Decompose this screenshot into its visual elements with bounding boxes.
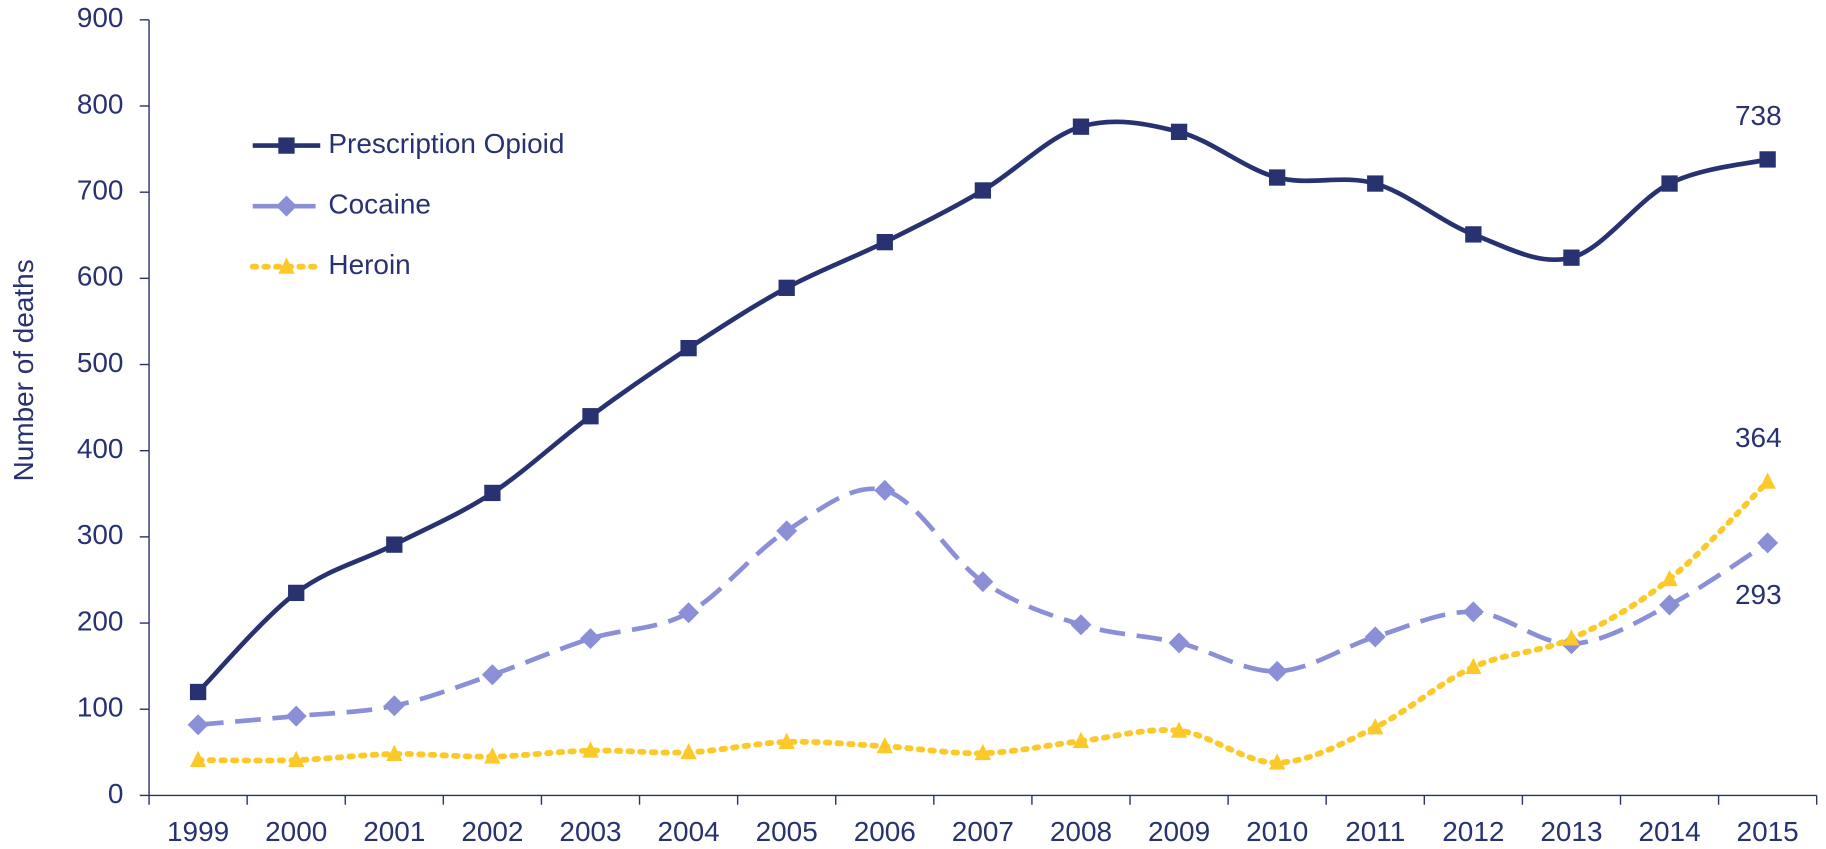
data-label: 738 — [1735, 100, 1782, 131]
marker — [582, 408, 599, 425]
marker — [1070, 614, 1092, 636]
marker — [1563, 249, 1580, 266]
y-tick-label: 600 — [77, 261, 124, 292]
y-tick-label: 700 — [77, 175, 124, 206]
marker — [778, 732, 795, 749]
data-label: 364 — [1735, 422, 1782, 453]
marker — [1661, 569, 1678, 587]
y-tick-label: 800 — [77, 88, 124, 119]
y-tick-label: 300 — [77, 519, 124, 550]
x-tick-label: 1999 — [167, 816, 229, 847]
y-tick-label: 100 — [77, 692, 124, 723]
marker — [1757, 532, 1779, 554]
marker — [187, 714, 209, 736]
marker — [1364, 626, 1386, 648]
x-tick-label: 2015 — [1737, 816, 1799, 847]
legend-label: Cocaine — [328, 189, 431, 220]
marker — [1170, 721, 1188, 738]
marker — [1269, 169, 1286, 186]
marker — [1661, 175, 1678, 192]
x-tick-label: 2008 — [1050, 816, 1112, 847]
x-tick-label: 2013 — [1540, 816, 1602, 847]
marker — [189, 683, 207, 701]
x-tick-label: 2005 — [756, 816, 818, 847]
y-tick-label: 200 — [77, 605, 124, 636]
series-line — [196, 119, 1769, 694]
marker — [680, 340, 697, 357]
marker — [1072, 118, 1090, 135]
x-tick-label: 2002 — [461, 816, 523, 847]
x-tick-label: 2011 — [1345, 816, 1405, 847]
x-tick-label: 2003 — [559, 816, 621, 847]
marker — [1367, 718, 1384, 735]
marker — [876, 234, 893, 251]
marker — [1170, 123, 1188, 141]
marker — [776, 520, 798, 542]
marker — [484, 747, 501, 764]
marker — [582, 741, 599, 758]
x-tick-label: 2000 — [265, 816, 327, 847]
marker — [278, 257, 295, 274]
y-axis-label: Number of deaths — [8, 259, 39, 481]
marker — [678, 602, 700, 624]
marker — [1465, 657, 1482, 674]
x-tick-label: 2012 — [1442, 816, 1504, 847]
marker — [778, 279, 795, 296]
marker — [1659, 594, 1681, 616]
x-tick-label: 2004 — [658, 816, 720, 847]
legend-label: Heroin — [328, 249, 410, 280]
marker — [386, 536, 403, 553]
x-tick-label: 2010 — [1246, 816, 1308, 847]
marker — [874, 479, 896, 501]
marker — [383, 695, 405, 717]
marker — [1367, 175, 1384, 192]
marker — [484, 484, 501, 502]
marker — [680, 743, 697, 760]
x-tick-label: 2009 — [1148, 816, 1210, 847]
legend-label: Prescription Opioid — [328, 128, 564, 159]
x-tick-label: 2007 — [952, 816, 1014, 847]
marker — [189, 750, 207, 768]
marker — [1563, 629, 1580, 646]
marker — [1759, 472, 1776, 489]
data-label: 293 — [1735, 579, 1782, 610]
marker — [580, 628, 601, 650]
y-tick-label: 900 — [77, 2, 124, 33]
marker — [288, 584, 305, 602]
marker — [1465, 226, 1482, 243]
marker — [275, 195, 297, 217]
marker — [974, 182, 992, 199]
x-tick-label: 2014 — [1638, 816, 1700, 847]
marker — [1266, 660, 1288, 682]
x-tick-label: 2001 — [363, 816, 425, 847]
marker — [278, 137, 295, 154]
marker — [1759, 151, 1776, 168]
marker — [288, 750, 305, 768]
marker — [876, 736, 893, 754]
marker — [481, 664, 503, 686]
marker — [974, 743, 992, 761]
y-tick-label: 400 — [77, 433, 124, 464]
x-tick-label: 2006 — [854, 816, 916, 847]
series-line — [195, 478, 1771, 766]
y-tick-label: 0 — [108, 778, 124, 809]
marker — [1168, 632, 1190, 654]
marker — [1269, 753, 1286, 770]
marker — [1462, 601, 1484, 623]
y-tick-label: 500 — [77, 347, 124, 378]
marker — [386, 744, 403, 762]
marker — [1072, 731, 1090, 749]
marker — [285, 705, 307, 727]
